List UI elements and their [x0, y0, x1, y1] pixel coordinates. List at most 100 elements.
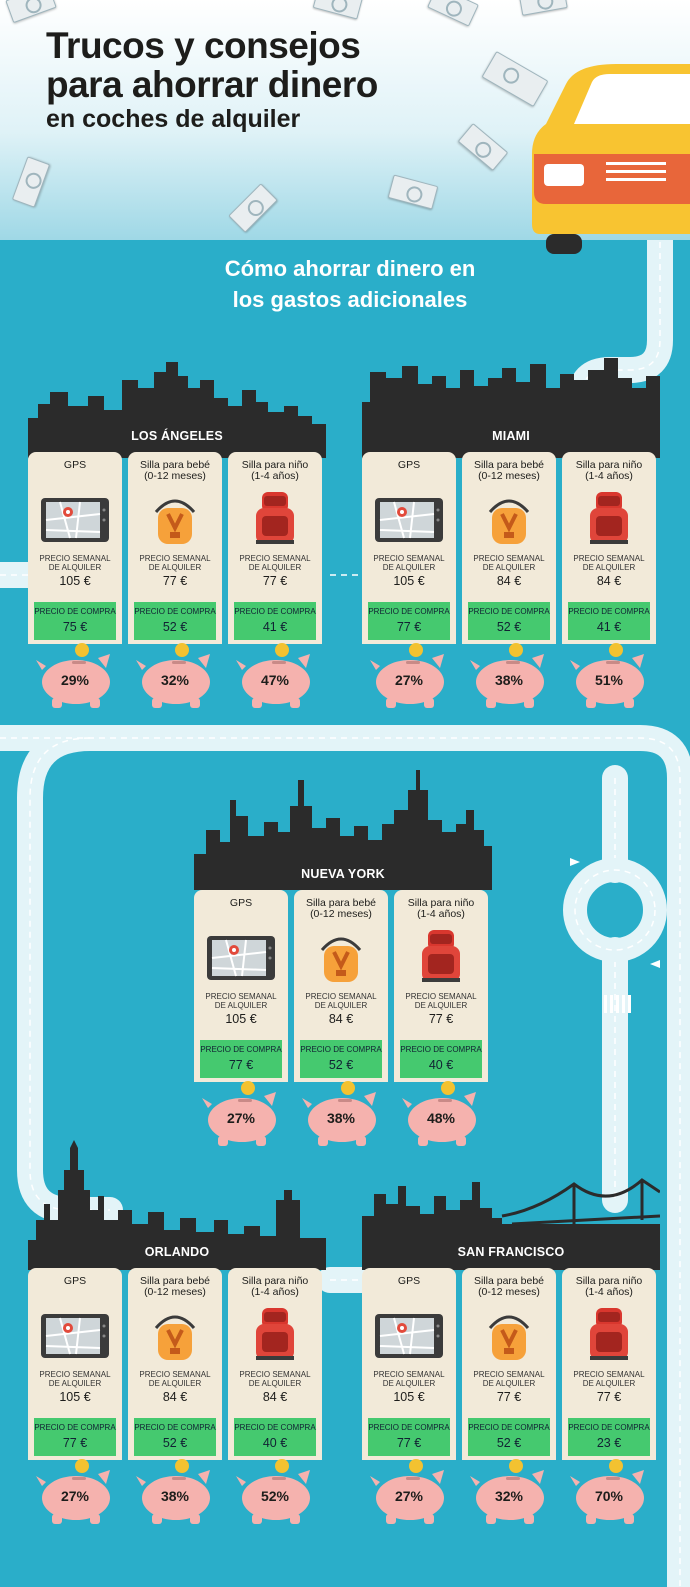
- card-body: Silla para bebé (0-12 meses) PRECIO SEMA…: [294, 890, 388, 1082]
- coin-icon: [609, 643, 623, 657]
- skyline-san-francisco: [362, 1178, 660, 1270]
- purchase-price-label: PRECIO DE COMPRA: [200, 1045, 282, 1054]
- rent-price-value: 84 €: [496, 574, 522, 588]
- item-name: Silla para bebé (0-12 meses): [139, 459, 211, 482]
- city-name-nueva-york: NUEVA YORK: [301, 867, 385, 881]
- rent-price-label: PRECIO SEMANAL DE ALQUILER: [373, 554, 445, 572]
- purchase-price-label: PRECIO DE COMPRA: [468, 607, 550, 616]
- rent-price-value: 77 €: [496, 1390, 522, 1404]
- rent-price-value: 105 €: [59, 574, 91, 588]
- savings-percent: 38%: [160, 1488, 190, 1504]
- gps-icon: [206, 930, 276, 984]
- savings-percent: 52%: [260, 1488, 290, 1504]
- piggy-bank-icon: [570, 643, 644, 708]
- rent-price-value: 105 €: [393, 1390, 425, 1404]
- gps-icon: [40, 492, 110, 546]
- rent-price-label: PRECIO SEMANAL DE ALQUILER: [39, 1370, 111, 1388]
- purchase-price-label: PRECIO DE COMPRA: [234, 1423, 316, 1432]
- rent-price-value: 77 €: [262, 574, 288, 588]
- purchase-price-label: PRECIO DE COMPRA: [134, 607, 216, 616]
- item-name: Silla para niño (1-4 años): [407, 897, 475, 920]
- rent-price-label: PRECIO SEMANAL DE ALQUILER: [573, 1370, 645, 1388]
- item-name: Silla para bebé (0-12 meses): [305, 897, 377, 920]
- item-name: Silla para bebé (0-12 meses): [139, 1275, 211, 1298]
- title-line-1: Trucos y consejos: [46, 25, 361, 66]
- rent-price-label: PRECIO SEMANAL DE ALQUILER: [239, 1370, 311, 1388]
- savings-percent: 47%: [260, 672, 290, 688]
- purchase-price-box: PRECIO DE COMPRA 52 €: [300, 1040, 382, 1078]
- purchase-price-value: 77 €: [228, 1058, 254, 1072]
- savings-percent: 38%: [494, 672, 524, 688]
- card-body: GPS PRECIO SEMANAL DE ALQUILER 105 € PRE…: [362, 1268, 456, 1460]
- rent-price-value: 105 €: [59, 1390, 91, 1404]
- card-body: Silla para niño (1-4 años) PRECIO SEMANA…: [394, 890, 488, 1082]
- rent-price-label: PRECIO SEMANAL DE ALQUILER: [305, 992, 377, 1010]
- purchase-price-value: 41 €: [596, 620, 622, 634]
- coin-icon: [75, 643, 89, 657]
- item-name: Silla para bebé (0-12 meses): [473, 1275, 545, 1298]
- purchase-price-box: PRECIO DE COMPRA 41 €: [568, 602, 650, 640]
- skyline-nueva-york: [194, 770, 492, 890]
- skyline-miami: [362, 358, 660, 458]
- rent-price-value: 77 €: [428, 1012, 454, 1026]
- purchase-price-label: PRECIO DE COMPRA: [568, 1423, 650, 1432]
- rent-price-value: 105 €: [225, 1012, 257, 1026]
- rent-price-label: PRECIO SEMANAL DE ALQUILER: [39, 554, 111, 572]
- purchase-price-box: PRECIO DE COMPRA 52 €: [134, 602, 216, 640]
- car-icon: [532, 64, 690, 254]
- coin-icon: [509, 1459, 523, 1473]
- purchase-price-value: 52 €: [162, 620, 188, 634]
- baby-seat-icon: [140, 1308, 210, 1362]
- item-name: Silla para niño (1-4 años): [575, 459, 643, 482]
- purchase-price-box: PRECIO DE COMPRA 77 €: [200, 1040, 282, 1078]
- gps-icon: [374, 492, 444, 546]
- rent-price-label: PRECIO SEMANAL DE ALQUILER: [573, 554, 645, 572]
- purchase-price-box: PRECIO DE COMPRA 77 €: [368, 1418, 450, 1456]
- child-seat-icon: [574, 1308, 644, 1362]
- coin-icon: [509, 643, 523, 657]
- rent-price-value: 105 €: [393, 574, 425, 588]
- city-name-los-angeles: LOS ÁNGELES: [131, 429, 223, 443]
- purchase-price-value: 77 €: [396, 620, 422, 634]
- rent-price-value: 77 €: [596, 1390, 622, 1404]
- coin-icon: [175, 1459, 189, 1473]
- child-seat-icon: [406, 930, 476, 984]
- savings-percent: 29%: [60, 672, 90, 688]
- rent-price-value: 84 €: [596, 574, 622, 588]
- purchase-price-label: PRECIO DE COMPRA: [368, 607, 450, 616]
- purchase-price-value: 41 €: [262, 620, 288, 634]
- savings-percent: 70%: [594, 1488, 624, 1504]
- baby-seat-icon: [140, 492, 210, 546]
- purchase-price-box: PRECIO DE COMPRA 40 €: [400, 1040, 482, 1078]
- purchase-price-value: 77 €: [396, 1436, 422, 1450]
- rent-price-label: PRECIO SEMANAL DE ALQUILER: [239, 554, 311, 572]
- section-subtitle: Cómo ahorrar dinero en los gastos adicio…: [160, 253, 540, 315]
- item-name: GPS: [229, 897, 253, 909]
- savings-percent: 38%: [326, 1110, 356, 1126]
- item-name: Silla para bebé (0-12 meses): [473, 459, 545, 482]
- card-body: Silla para bebé (0-12 meses) PRECIO SEMA…: [128, 452, 222, 644]
- piggy-bank-icon: [236, 643, 310, 708]
- coin-icon: [275, 643, 289, 657]
- piggy-bank-icon: [402, 1081, 476, 1146]
- purchase-price-box: PRECIO DE COMPRA 52 €: [468, 1418, 550, 1456]
- piggy-bank-icon: [470, 643, 544, 708]
- card-body: GPS PRECIO SEMANAL DE ALQUILER 105 € PRE…: [28, 452, 122, 644]
- piggy-bank-icon: [236, 1459, 310, 1524]
- piggy-bank-icon: [370, 643, 444, 708]
- coin-icon: [441, 1081, 455, 1095]
- savings-percent: 32%: [160, 672, 190, 688]
- savings-percent: 27%: [394, 672, 424, 688]
- card-body: GPS PRECIO SEMANAL DE ALQUILER 105 € PRE…: [28, 1268, 122, 1460]
- purchase-price-box: PRECIO DE COMPRA 52 €: [468, 602, 550, 640]
- piggy-bank-icon: [136, 643, 210, 708]
- card-body: GPS PRECIO SEMANAL DE ALQUILER 105 € PRE…: [194, 890, 288, 1082]
- purchase-price-label: PRECIO DE COMPRA: [400, 1045, 482, 1054]
- rent-price-label: PRECIO SEMANAL DE ALQUILER: [139, 554, 211, 572]
- coin-icon: [409, 1459, 423, 1473]
- rent-price-label: PRECIO SEMANAL DE ALQUILER: [373, 1370, 445, 1388]
- rent-price-label: PRECIO SEMANAL DE ALQUILER: [473, 554, 545, 572]
- gps-icon: [374, 1308, 444, 1362]
- purchase-price-label: PRECIO DE COMPRA: [134, 1423, 216, 1432]
- subtitle-line-1: Cómo ahorrar dinero en: [224, 256, 476, 281]
